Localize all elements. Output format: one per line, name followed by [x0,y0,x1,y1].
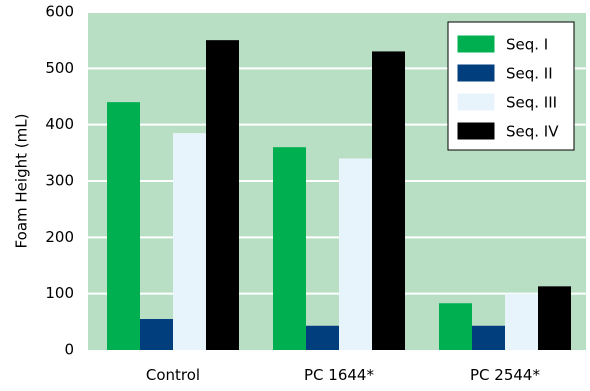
x-tick-label: PC 1644* [304,366,374,384]
bar-seq-iv-control [206,40,239,351]
legend-swatch [457,93,495,111]
bar-seq-ii-control [140,319,173,350]
y-tick-labels: 0 100 200 300 400 500 600 [45,3,74,359]
legend-label: Seq. I [506,36,548,54]
y-tick-label: 400 [45,115,74,133]
legend-label: Seq. III [506,94,557,112]
bar-seq-iv-pc-1644 [372,51,405,350]
y-tick-label: 0 [64,341,74,359]
legend-label: Seq. IV [506,123,559,141]
y-tick-label: 100 [45,284,74,302]
bar-seq-i-pc-1644 [273,147,306,350]
y-tick-label: 300 [45,172,74,190]
bar-seq-ii-pc-2544 [472,325,505,350]
y-axis-title: Foam Height (mL) [13,114,31,249]
legend-swatch [457,35,495,53]
bar-seq-i-control [107,102,140,350]
legend-swatch [457,122,495,140]
bar-seq-ii-pc-1644 [306,325,339,350]
x-tick-label: PC 2544* [470,366,540,384]
grid-lines [88,11,586,295]
bar-seq-iv-pc-2544 [538,286,571,350]
bar-seq-iii-pc-1644 [339,158,372,350]
bars [107,40,571,351]
bar-seq-iii-pc-2544 [505,293,538,350]
legend: Seq. I Seq. II Seq. III Seq. IV [447,21,575,151]
legend-swatch [457,64,495,82]
y-tick-label: 600 [45,3,74,21]
bar-seq-i-pc-2544 [439,303,472,350]
x-tick-label: Control [146,366,200,384]
x-tick-labels: Control PC 1644* PC 2544* [146,366,541,384]
y-tick-label: 500 [45,59,74,77]
bar-seq-iii-control [173,133,206,350]
legend-label: Seq. II [506,65,553,83]
y-tick-label: 200 [45,228,74,246]
